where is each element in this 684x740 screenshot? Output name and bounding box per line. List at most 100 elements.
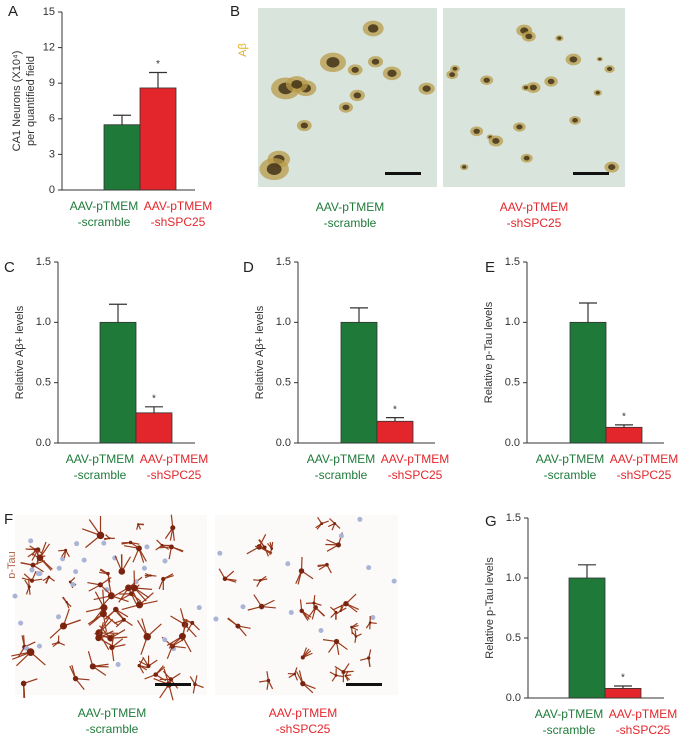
micrograph	[15, 515, 207, 695]
scale-bar	[573, 172, 609, 175]
tau-cell	[293, 673, 296, 676]
tau-cell	[339, 610, 341, 612]
nucleus	[285, 561, 290, 566]
x-tick-label: -scramble	[74, 468, 127, 482]
tau-cell	[367, 656, 370, 659]
tau-cell	[34, 548, 37, 551]
bar	[100, 322, 136, 443]
tau-cell	[369, 621, 372, 624]
panel-label: A	[8, 3, 18, 20]
nucleus	[217, 551, 222, 556]
tau-cell	[270, 547, 273, 550]
y-tick-label: 1.0	[36, 316, 51, 328]
plaque-core	[525, 34, 532, 40]
nucleus	[116, 662, 121, 667]
stain-label: Aβ	[237, 43, 249, 57]
plaque-core	[372, 59, 380, 65]
nucleus	[289, 610, 294, 615]
nucleus	[241, 604, 246, 609]
plaque-core	[492, 138, 499, 144]
scale-bar	[385, 172, 421, 175]
image-caption: -scramble	[86, 722, 139, 735]
image-caption: AAV-pTMEM	[78, 706, 146, 720]
plaque-core	[342, 105, 349, 111]
nucleus	[56, 614, 61, 619]
y-tick-label: 1.5	[505, 256, 520, 268]
bar	[136, 413, 172, 443]
tau-cell	[131, 585, 138, 592]
nucleus	[29, 567, 34, 572]
nucleus	[101, 541, 106, 546]
nucleus	[57, 566, 62, 571]
x-tick-label: -shSPC25	[616, 723, 671, 735]
tau-cell	[136, 601, 143, 608]
bar	[341, 322, 377, 443]
significance-mark: *	[622, 412, 626, 423]
plaque-core	[473, 129, 479, 134]
error-bar	[350, 308, 368, 322]
plaque-core	[607, 67, 612, 71]
y-tick-label: 1.5	[506, 512, 521, 524]
nucleus	[82, 558, 87, 563]
tau-cell	[343, 601, 348, 606]
x-tick-label: -shSPC25	[388, 468, 443, 482]
y-tick-label: 0.5	[36, 377, 51, 389]
panel-label: E	[485, 259, 495, 276]
tau-cell	[179, 633, 186, 640]
y-tick-label: 12	[43, 42, 55, 54]
y-tick-label: 0.0	[36, 437, 51, 449]
plaque-core	[557, 37, 561, 40]
x-tick-label: -scramble	[78, 215, 131, 229]
y-axis-label: CA1 Neurons (X10⁴)	[11, 51, 23, 152]
tau-cell	[129, 591, 134, 596]
plaque-core	[548, 79, 555, 84]
tau-cell	[336, 542, 341, 547]
plaque-core	[301, 123, 308, 129]
tau-cell	[300, 681, 305, 686]
nucleus	[213, 616, 218, 621]
tau-cell	[21, 681, 27, 687]
scale-bar	[155, 683, 191, 686]
error-bar	[145, 407, 163, 413]
plaque-core	[368, 24, 378, 32]
bar	[606, 427, 642, 443]
tau-cell	[137, 523, 139, 525]
plaque-core	[569, 56, 577, 62]
plaque-core	[596, 91, 600, 94]
tau-cell	[301, 655, 305, 659]
nucleus	[28, 538, 33, 543]
tau-cell	[259, 604, 265, 610]
tau-cell	[169, 677, 173, 681]
x-tick-label: AAV-pTMEM	[66, 452, 134, 466]
y-tick-label: 0.5	[505, 377, 520, 389]
tau-cell	[108, 537, 110, 539]
plaque-core	[453, 67, 458, 71]
error-bar	[578, 565, 596, 578]
y-tick-label: 9	[49, 77, 55, 89]
tau-cell	[350, 626, 353, 629]
tau-cell	[106, 572, 109, 575]
nucleus	[70, 582, 75, 587]
tau-cell	[144, 633, 151, 640]
tau-cell	[153, 672, 158, 677]
tau-cell	[73, 676, 78, 681]
error-bar	[113, 115, 131, 124]
y-tick-label: 0.0	[506, 692, 521, 704]
tau-cell	[31, 563, 36, 568]
significance-mark: *	[393, 404, 397, 415]
tau-cell	[60, 622, 67, 629]
error-bar	[109, 304, 127, 322]
tau-cell	[113, 607, 119, 613]
tau-cell	[341, 670, 345, 674]
image-caption: -shSPC25	[276, 722, 331, 735]
image-caption: -scramble	[324, 216, 377, 230]
tau-cell	[129, 541, 133, 545]
nucleus	[339, 533, 344, 538]
tau-cell	[320, 522, 323, 525]
y-axis-label: Relative p-Tau levels	[483, 301, 495, 403]
y-tick-label: 15	[43, 6, 55, 18]
tau-cell	[335, 674, 338, 677]
x-tick-label: -shSPC25	[151, 215, 206, 229]
y-tick-label: 1.0	[505, 316, 520, 328]
bar	[570, 322, 606, 443]
